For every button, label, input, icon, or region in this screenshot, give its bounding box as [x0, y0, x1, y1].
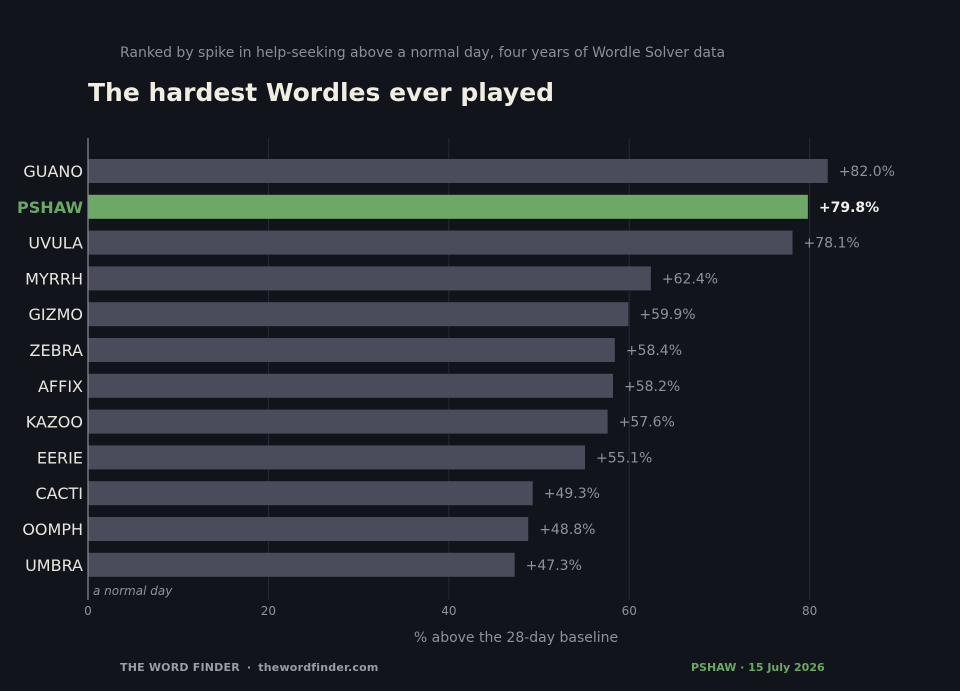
- data-label: +59.9%: [639, 307, 695, 323]
- category-label: MYRRH: [25, 269, 83, 288]
- data-label: +62.4%: [662, 271, 718, 287]
- category-label: KAZOO: [26, 413, 83, 432]
- x-tick-label: 40: [441, 604, 456, 618]
- data-label: +57.6%: [619, 415, 675, 431]
- chart-subtitle: Ranked by spike in help-seeking above a …: [120, 45, 726, 61]
- data-label: +82.0%: [839, 164, 895, 180]
- x-tick-label: 80: [802, 604, 817, 618]
- category-label: AFFIX: [38, 377, 83, 396]
- bar: [88, 266, 651, 291]
- data-label: +49.3%: [544, 486, 600, 502]
- bar: [88, 373, 614, 398]
- x-tick-label: 20: [261, 604, 276, 618]
- chart-title: The hardest Wordles ever played: [88, 78, 555, 107]
- category-label: UMBRA: [25, 556, 83, 575]
- data-label: +58.2%: [624, 379, 680, 395]
- bar: [88, 481, 533, 506]
- footer-highlight: PSHAW · 15 July 2026: [691, 661, 825, 674]
- bar: [88, 302, 629, 327]
- category-label: UVULA: [28, 234, 83, 253]
- bar: [88, 552, 515, 577]
- footer-site-link[interactable]: thewordfinder.com: [258, 661, 379, 674]
- data-label: +79.8%: [819, 200, 879, 216]
- category-label: ZEBRA: [30, 341, 84, 360]
- x-axis-label: % above the 28-day baseline: [414, 630, 618, 646]
- category-label: GUANO: [23, 162, 83, 181]
- data-label: +58.4%: [626, 343, 682, 359]
- x-tick-label: 60: [622, 604, 637, 618]
- bar: [88, 409, 608, 434]
- category-label: EERIE: [37, 448, 83, 467]
- category-label: CACTI: [36, 484, 84, 503]
- bar: [88, 230, 793, 255]
- category-label: PSHAW: [17, 198, 83, 217]
- highlight-bar: [88, 194, 808, 219]
- data-label: +78.1%: [804, 236, 860, 252]
- bar: [88, 445, 586, 470]
- data-label: +55.1%: [596, 450, 652, 466]
- bar: [88, 159, 828, 183]
- category-label: OOMPH: [22, 520, 83, 539]
- category-label: GIZMO: [29, 305, 83, 324]
- footer-credit: THE WORD FINDER · thewordfinder.com: [120, 661, 379, 674]
- bar: [88, 517, 529, 541]
- data-label: +47.3%: [526, 558, 582, 574]
- footer-brand: THE WORD FINDER: [120, 661, 240, 674]
- baseline-annotation: a normal day: [93, 584, 173, 598]
- x-tick-label: 0: [84, 604, 92, 618]
- data-label: +48.8%: [539, 522, 595, 538]
- bar: [88, 338, 615, 362]
- footer-separator: ·: [246, 661, 252, 674]
